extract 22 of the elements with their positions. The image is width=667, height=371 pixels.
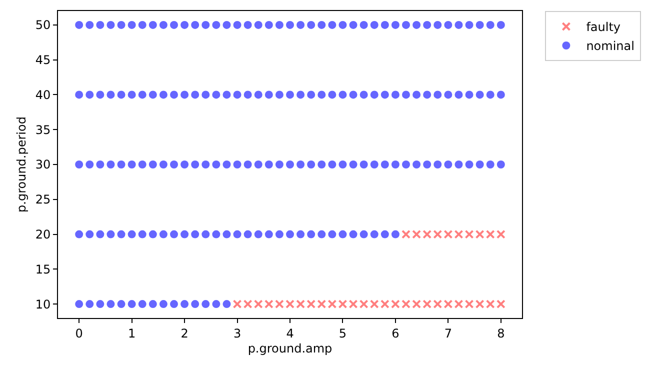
legend-label: nominal — [586, 39, 634, 54]
x-tick-label: 7 — [444, 326, 452, 340]
legend-label: faulty — [586, 20, 621, 34]
y-tick-label: 35 — [35, 122, 51, 137]
x-tick-label: 3 — [233, 326, 242, 340]
y-tick-label: 40 — [35, 88, 51, 102]
y-tick-label: 25 — [35, 192, 51, 207]
y-tick-label: 50 — [35, 18, 51, 32]
x-tick-label: 8 — [497, 326, 505, 340]
y-tick-label: 45 — [35, 53, 51, 68]
x-tick-label: 6 — [392, 326, 400, 340]
x-tick-label: 2 — [180, 326, 188, 340]
x-tick-label: 4 — [286, 326, 294, 340]
y-tick-label: 10 — [35, 297, 51, 312]
x-tick-label: 0 — [75, 326, 83, 340]
y-tick-label: 15 — [35, 262, 51, 276]
y-tick-label: 30 — [35, 158, 51, 172]
x-tick-label: 5 — [338, 326, 347, 340]
x-tick-label: 1 — [128, 326, 136, 340]
y-tick-label: 20 — [35, 227, 51, 242]
x-axis-title: p.ground.amp — [248, 341, 332, 356]
y-axis-title: p.ground.period — [14, 116, 29, 212]
